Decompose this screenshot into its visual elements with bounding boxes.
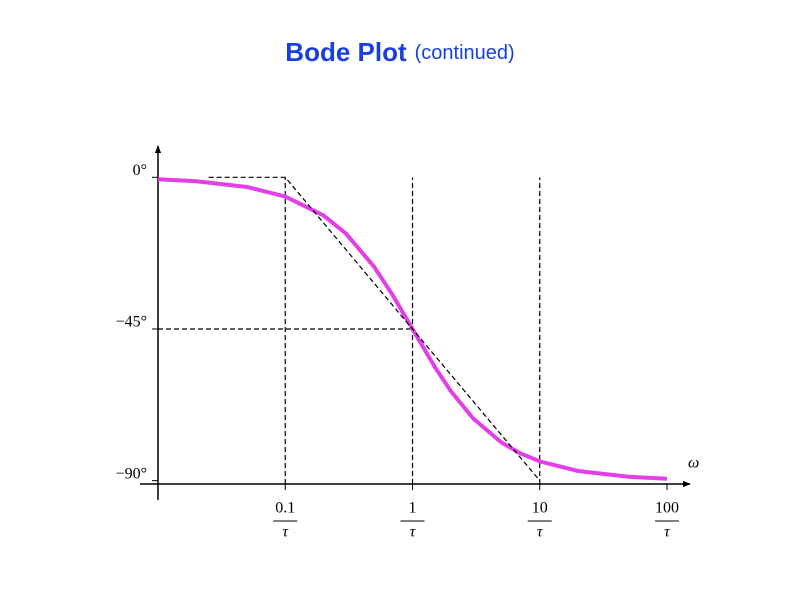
x-tick-numerator: 0.1	[275, 500, 295, 517]
x-tick-denominator: τ	[664, 524, 671, 541]
asymptote-line	[208, 176, 541, 482]
x-tick-numerator: 10	[532, 500, 548, 517]
y-tick-label: 0°	[133, 162, 147, 179]
x-axis-label: ω	[688, 455, 699, 472]
y-tick-label: −90°	[116, 465, 147, 482]
x-tick-denominator: τ	[282, 524, 289, 541]
chart-title: Bode Plot	[285, 37, 407, 67]
x-tick-denominator: τ	[410, 524, 417, 541]
x-tick-numerator: 1	[409, 500, 417, 517]
title-line: Bode Plot (continued)	[285, 37, 514, 67]
x-tick-numerator: 100	[655, 500, 679, 517]
x-tick-denominator: τ	[537, 524, 544, 541]
chart-subtitle: (continued)	[415, 42, 515, 64]
phase-curve	[157, 177, 668, 481]
y-tick-label: −45°	[116, 314, 147, 331]
